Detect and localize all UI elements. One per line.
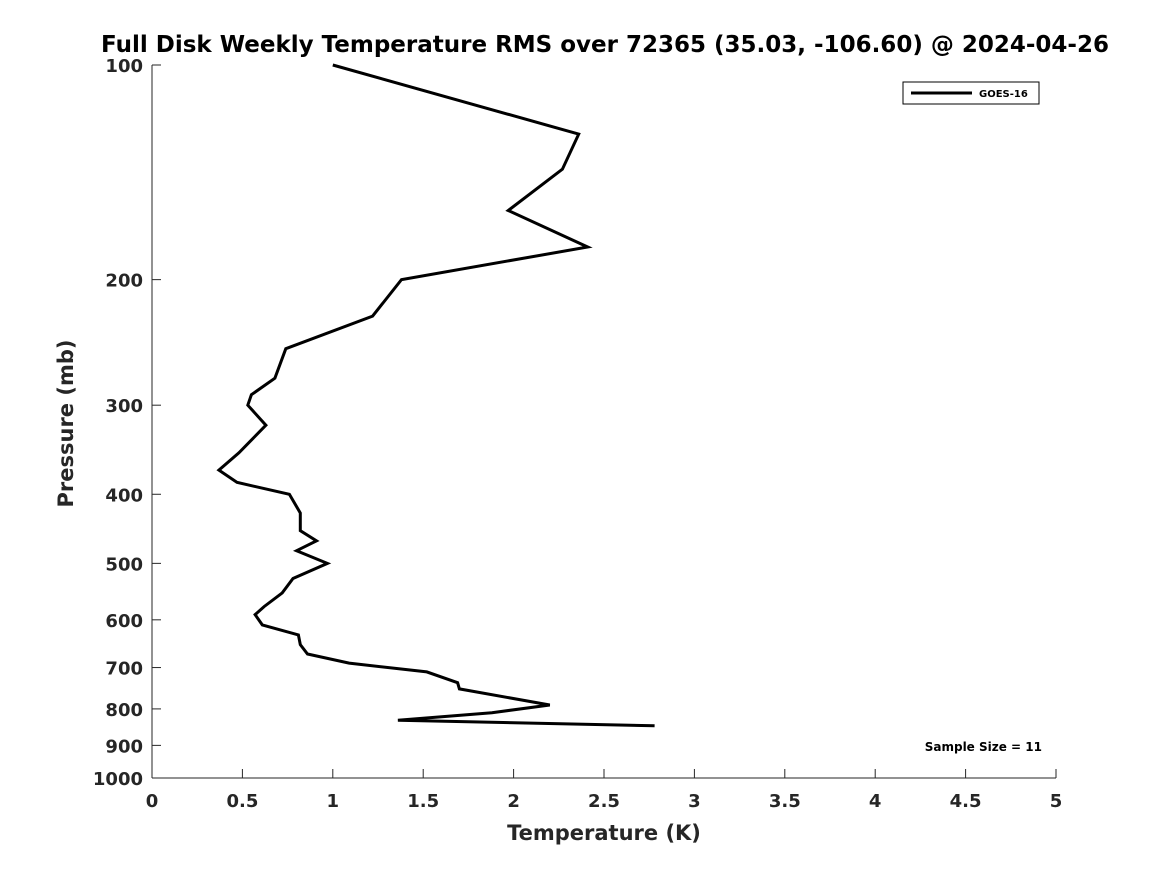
sample-size-annotation: Sample Size = 11 <box>925 740 1042 754</box>
x-tick-label: 4 <box>869 791 882 812</box>
y-tick-label: 300 <box>105 396 143 417</box>
legend-label-goes-16: GOES-16 <box>979 89 1028 100</box>
series-line-goes-16 <box>216 63 655 728</box>
y-tick-label: 900 <box>105 736 143 757</box>
x-tick-label: 5 <box>1050 791 1063 812</box>
x-tick-label: 0.5 <box>226 791 258 812</box>
x-axis: 0 0.5 1 1.5 2 2.5 3 3.5 4 4.5 5 <box>146 769 1063 812</box>
y-tick-label: 100 <box>105 56 143 77</box>
y-tick-label: 800 <box>105 700 143 721</box>
y-tick-label: 400 <box>105 485 143 506</box>
x-tick-label: 1 <box>327 791 340 812</box>
y-axis: 100 200 300 400 500 600 700 800 900 1000 <box>93 56 161 790</box>
x-axis-label: Temperature (K) <box>507 821 701 845</box>
x-tick-label: 3.5 <box>769 791 801 812</box>
y-tick-label: 1000 <box>93 769 143 790</box>
x-tick-label: 2.5 <box>588 791 620 812</box>
legend: GOES-16 <box>902 81 1040 105</box>
x-tick-label: 0 <box>146 791 159 812</box>
y-tick-label: 500 <box>105 554 143 575</box>
x-tick-label: 2 <box>507 791 520 812</box>
x-tick-label: 4.5 <box>950 791 982 812</box>
y-tick-label: 600 <box>105 611 143 632</box>
x-tick-label: 1.5 <box>407 791 439 812</box>
y-tick-label: 700 <box>105 659 143 680</box>
plot-frame <box>152 65 1056 778</box>
chart-title: Full Disk Weekly Temperature RMS over 72… <box>101 32 1109 58</box>
y-axis-label: Pressure (mb) <box>54 340 78 508</box>
x-tick-label: 3 <box>688 791 701 812</box>
series-layer <box>216 63 655 728</box>
y-tick-label: 200 <box>105 271 143 292</box>
